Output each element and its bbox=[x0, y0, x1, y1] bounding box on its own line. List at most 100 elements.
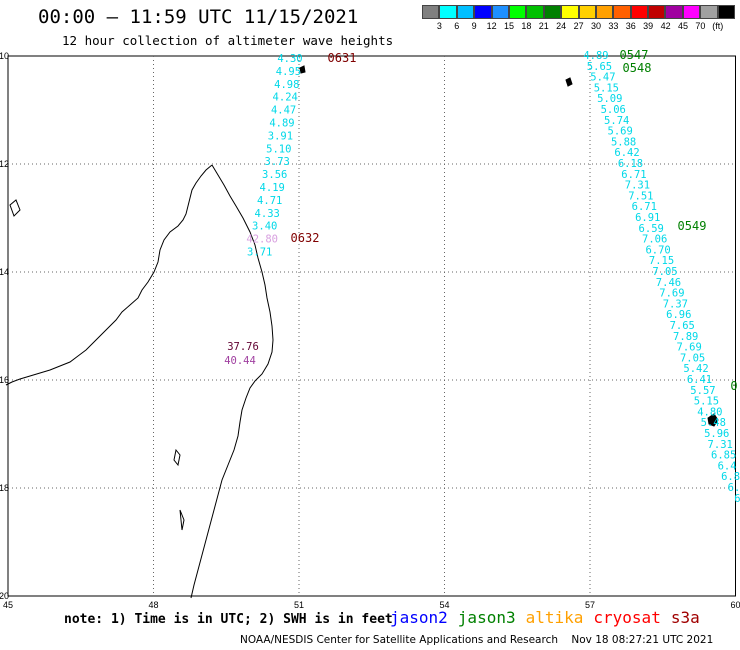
wave-height-value: 6 bbox=[734, 493, 740, 505]
color-swatch bbox=[630, 5, 649, 19]
coastline bbox=[5, 65, 719, 599]
map-title: 00:00 – 11:59 UTC 11/15/2021 bbox=[38, 6, 359, 28]
wave-height-value: 7.65 bbox=[670, 320, 695, 332]
mauritius-island bbox=[707, 413, 719, 427]
wave-height-value: 6.71 bbox=[632, 201, 657, 213]
wave-height-value: 6.42 bbox=[614, 147, 639, 159]
wave-height-value: 3.56 bbox=[262, 169, 287, 181]
color-swatch bbox=[648, 5, 666, 19]
wave-height-value: 37.76 bbox=[227, 341, 259, 353]
color-scale-label: 15 bbox=[503, 21, 515, 31]
wave-height-value: 6.91 bbox=[635, 212, 660, 224]
pass-time-label: 0547 bbox=[620, 48, 649, 62]
wave-height-value: 6.59 bbox=[639, 223, 664, 235]
legend-entry: jason2 bbox=[390, 608, 448, 627]
pass-time-label: 0549 bbox=[678, 219, 707, 233]
wave-height-value: 6. bbox=[728, 482, 740, 494]
wave-height-value: 6.41 bbox=[687, 374, 712, 386]
wave-height-value: 7.89 bbox=[673, 331, 698, 343]
wave-height-value: 4.80 bbox=[697, 406, 722, 418]
wave-height-value: 5.74 bbox=[604, 115, 629, 127]
wave-height-value: 3.71 bbox=[247, 247, 272, 259]
wave-height-value: 5.09 bbox=[597, 93, 622, 105]
lon-tick-label: 57 bbox=[585, 600, 595, 610]
lat-tick-label: -20 bbox=[0, 591, 9, 601]
color-scale-labels: 3 6 9 12 15 18 21 24 27 30 33 36 39 42 45 70 (ft) bbox=[422, 21, 740, 33]
wave-height-value: 4.47 bbox=[271, 105, 296, 117]
wave-height-value: 6.71 bbox=[621, 169, 646, 181]
color-scale-label: 9 bbox=[471, 21, 477, 31]
wave-height-value: 6.96 bbox=[666, 309, 691, 321]
satellite-tracks: 4.304.954.984.244.474.893.915.103.733.56… bbox=[224, 48, 740, 505]
wave-height-value: 7.06 bbox=[642, 234, 667, 246]
lon-tick-label: 54 bbox=[439, 600, 449, 610]
wave-height-value: 5.15 bbox=[594, 82, 619, 94]
color-swatch bbox=[508, 5, 527, 19]
pass-time-label: 0548 bbox=[623, 61, 652, 75]
wave-height-value: 5.65 bbox=[587, 61, 612, 73]
color-swatch bbox=[526, 5, 544, 19]
wave-height-value: 4.89 bbox=[583, 50, 608, 62]
color-swatch bbox=[491, 5, 509, 19]
wave-height-value: 4.19 bbox=[260, 182, 285, 194]
wave-height-value: 7.31 bbox=[708, 439, 733, 451]
wave-height-value: 6.18 bbox=[618, 158, 643, 170]
color-scale-label: 6 bbox=[454, 21, 460, 31]
wave-height-value: 5.69 bbox=[608, 126, 633, 138]
footnote: note: 1) Time is in UTC; 2) SWH is in fe… bbox=[64, 612, 393, 627]
wave-height-value: 4.30 bbox=[277, 53, 302, 65]
mainland-islands bbox=[9, 199, 185, 531]
rodrigues-island bbox=[299, 65, 573, 87]
madagascar-coastline bbox=[5, 164, 274, 599]
wave-height-value: 6.85 bbox=[711, 450, 736, 462]
lat-tick-label: -12 bbox=[0, 159, 9, 169]
color-swatch bbox=[439, 5, 457, 19]
wave-height-value: 6.4 bbox=[718, 460, 737, 472]
color-scale-label: (ft) bbox=[712, 21, 724, 31]
wave-height-value: 4.24 bbox=[273, 92, 298, 104]
color-scale-label: 18 bbox=[521, 21, 532, 31]
lat-tick-label: -16 bbox=[0, 375, 9, 385]
legend-entry: s3a bbox=[670, 608, 700, 627]
color-swatch bbox=[665, 5, 683, 19]
legend-entry: cryosat bbox=[593, 608, 661, 627]
pass-time-label: 0632 bbox=[291, 231, 320, 245]
wave-height-value: 7.05 bbox=[680, 352, 705, 364]
color-scale-label: 45 bbox=[677, 21, 689, 31]
wave-height-value: 4.71 bbox=[257, 195, 282, 207]
wave-height-value: 4.89 bbox=[269, 118, 294, 130]
color-swatch bbox=[561, 5, 579, 19]
wave-height-value: 3.73 bbox=[265, 156, 290, 168]
wave-height-value: 5.15 bbox=[694, 396, 719, 408]
color-scale-label: 30 bbox=[590, 21, 602, 31]
wave-height-value: 7.69 bbox=[677, 342, 702, 354]
color-scale-label: 21 bbox=[538, 21, 549, 31]
wave-height-value: 3.91 bbox=[268, 130, 293, 142]
color-scale-bar bbox=[422, 5, 736, 19]
lat-lon-grid bbox=[7, 55, 736, 597]
wave-height-value: 7.51 bbox=[628, 190, 653, 202]
wave-height-value: 7.31 bbox=[625, 180, 650, 192]
lon-tick-label: 60 bbox=[730, 600, 740, 610]
lon-tick-label: 51 bbox=[294, 600, 304, 610]
color-scale-label: 33 bbox=[608, 21, 619, 31]
color-scale-label: 12 bbox=[486, 21, 497, 31]
color-scale-label: 24 bbox=[556, 21, 567, 31]
wave-height-value: 7.05 bbox=[652, 266, 677, 278]
wave-height-value: 5.47 bbox=[590, 72, 615, 84]
wave-height-value: 3.40 bbox=[252, 221, 277, 233]
color-swatch bbox=[700, 5, 718, 19]
color-swatch bbox=[456, 5, 475, 19]
color-swatch bbox=[543, 5, 562, 19]
legend-entry: altika bbox=[525, 608, 584, 627]
wave-height-value: 42.80 bbox=[246, 234, 278, 246]
lat-tick-label: -10 bbox=[0, 51, 9, 61]
wave-height-value: 5.10 bbox=[266, 143, 291, 155]
map-subtitle: 12 hour collection of altimeter wave hei… bbox=[62, 33, 394, 48]
map-frame bbox=[7, 55, 736, 597]
color-scale-label: 3 bbox=[436, 21, 442, 31]
color-swatch bbox=[717, 5, 736, 19]
wave-height-value: 7.69 bbox=[659, 288, 684, 300]
